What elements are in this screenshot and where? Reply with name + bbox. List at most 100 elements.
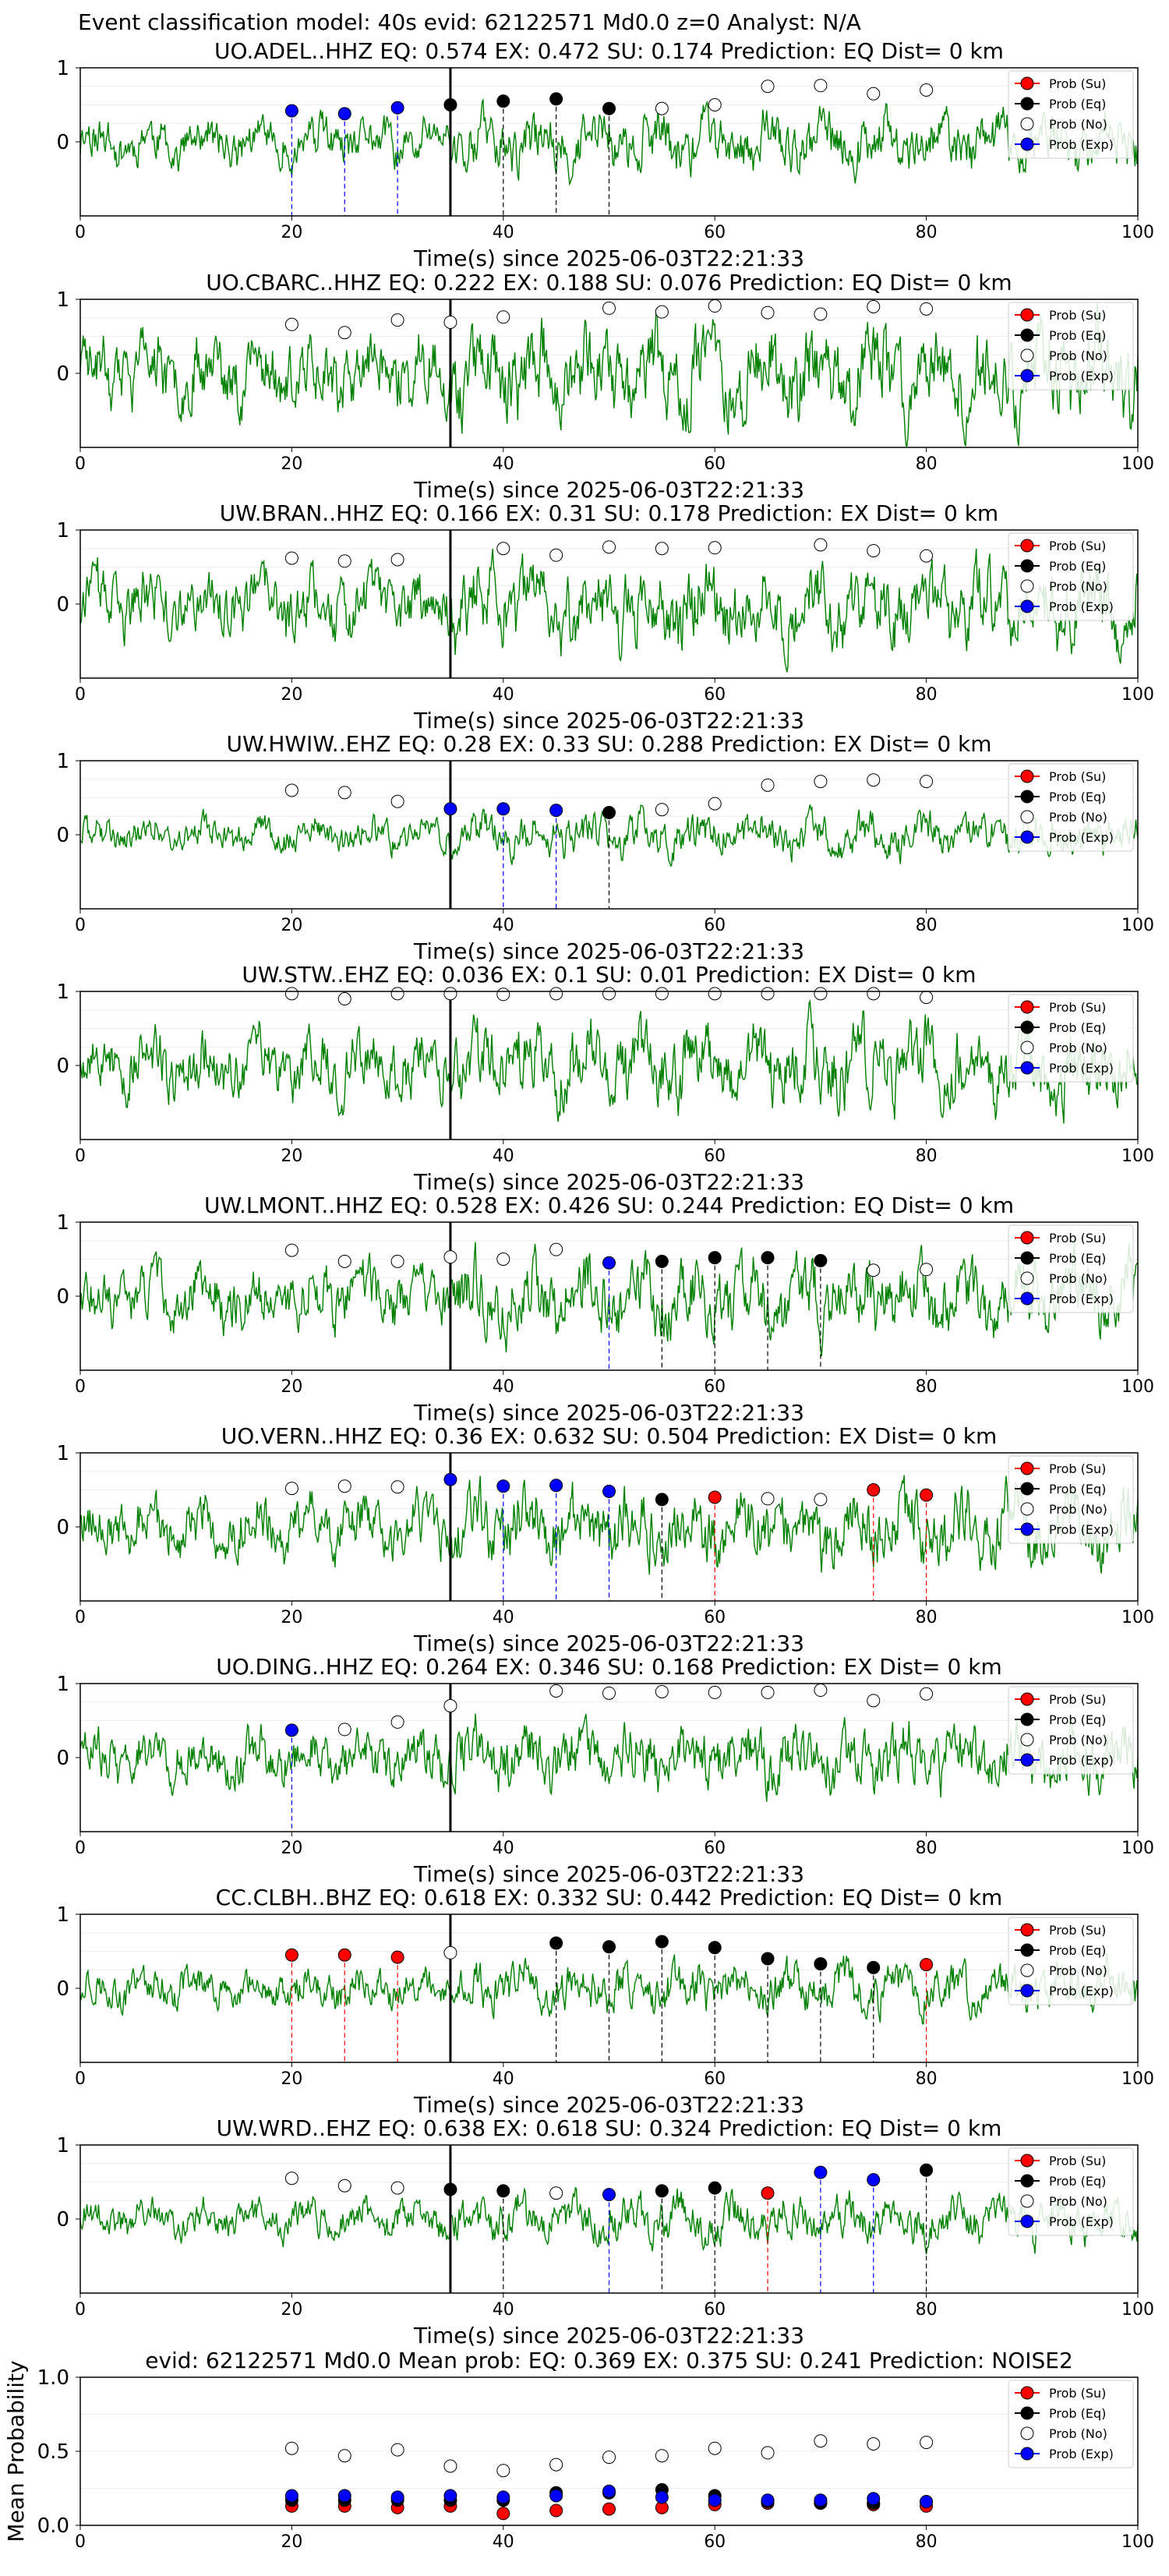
prob-point-no xyxy=(284,987,298,1001)
x-tick-label: 20 xyxy=(281,2300,302,2320)
y-tick-label: 1 xyxy=(56,288,69,312)
y-tick-label: 0.5 xyxy=(37,2440,69,2464)
legend-box xyxy=(1008,302,1134,390)
legend-marker-no xyxy=(1020,2194,1034,2208)
figure-title: Event classification model: 40s evid: 62… xyxy=(78,9,861,35)
prob-point-exp xyxy=(549,1479,563,1493)
prob-point-no xyxy=(867,544,881,558)
legend-label: Prob (No) xyxy=(1049,1041,1107,1055)
mean-point-no xyxy=(761,2446,775,2460)
prob-point-no xyxy=(390,1715,404,1729)
mean-point-exp xyxy=(284,2489,298,2503)
legend-label: Prob (No) xyxy=(1049,2426,1107,2441)
panel-title: evid: 62122571 Md0.0 Mean prob: EQ: 0.36… xyxy=(145,2348,1073,2373)
x-tick-label: 60 xyxy=(704,2532,726,2552)
prob-point-no xyxy=(655,542,669,556)
prob-point-no xyxy=(284,2171,298,2186)
legend-marker-eq xyxy=(1020,790,1034,804)
x-tick-label: 40 xyxy=(493,2300,514,2320)
prob-point-no xyxy=(602,1686,616,1700)
legend-marker-no xyxy=(1020,579,1034,593)
legend-marker-exp xyxy=(1020,137,1034,151)
mean-point-no xyxy=(390,2443,404,2457)
prob-point-su xyxy=(708,1490,722,1504)
legend-label: Prob (No) xyxy=(1049,117,1107,132)
prob-point-no xyxy=(708,98,722,111)
legend-marker-su xyxy=(1020,76,1034,90)
legend-label: Prob (No) xyxy=(1049,1271,1107,1286)
x-tick-label: 0 xyxy=(75,2300,86,2320)
legend-marker-su xyxy=(1020,1231,1034,1245)
panel-title: UW.BRAN..HHZ EQ: 0.166 EX: 0.31 SU: 0.17… xyxy=(220,500,998,526)
x-tick-label: 0 xyxy=(75,2069,86,2089)
prob-point-eq xyxy=(443,98,457,111)
prob-point-exp xyxy=(602,1484,616,1498)
x-tick-label: 40 xyxy=(493,223,514,242)
prob-point-no xyxy=(920,775,934,789)
y-tick-label: 0 xyxy=(56,593,69,617)
mean-point-exp xyxy=(390,2490,404,2504)
x-tick-label: 60 xyxy=(704,2300,726,2320)
prob-point-no xyxy=(284,551,298,565)
prob-point-exp xyxy=(814,2165,828,2179)
legend-marker-no xyxy=(1020,1963,1034,1977)
prob-point-eq xyxy=(496,94,510,108)
waveform-panel-1: UO.ADEL..HHZ EQ: 0.574 EX: 0.472 SU: 0.1… xyxy=(56,38,1154,271)
mean-point-exp xyxy=(549,2489,563,2503)
legend-label: Prob (Su) xyxy=(1049,1000,1106,1015)
legend-marker-no xyxy=(1020,348,1034,362)
legend-label: Prob (Exp) xyxy=(1049,1061,1114,1076)
prob-point-exp xyxy=(602,2188,616,2202)
prob-point-su xyxy=(761,2186,775,2200)
mean-point-no xyxy=(867,2437,881,2451)
prob-point-no xyxy=(496,542,510,556)
prob-point-no xyxy=(443,987,457,1001)
prob-point-exp xyxy=(549,804,563,818)
prob-point-exp xyxy=(284,104,298,118)
legend-marker-eq xyxy=(1020,328,1034,342)
prob-point-no xyxy=(284,783,298,797)
prob-point-no xyxy=(655,101,669,115)
x-tick-label: 100 xyxy=(1121,223,1154,242)
prob-point-no xyxy=(920,83,934,97)
prob-point-no xyxy=(867,1263,881,1277)
x-tick-label: 80 xyxy=(916,1608,938,1627)
y-tick-label: 0 xyxy=(56,1977,69,2001)
legend-label: Prob (Exp) xyxy=(1049,369,1114,383)
y-tick-label: 0 xyxy=(56,362,69,386)
x-tick-label: 60 xyxy=(704,1377,726,1397)
mean-point-su xyxy=(602,2502,616,2516)
y-tick-label: 1 xyxy=(56,981,69,1004)
x-tick-label: 40 xyxy=(493,2532,514,2552)
legend-label: Prob (Su) xyxy=(1049,1461,1106,1476)
x-tick-label: 60 xyxy=(704,223,726,242)
legend-marker-eq xyxy=(1020,1251,1034,1265)
legend-label: Prob (No) xyxy=(1049,579,1107,594)
prob-point-no xyxy=(708,797,722,811)
x-tick-label: 20 xyxy=(281,1377,302,1397)
prob-point-eq xyxy=(655,1493,669,1507)
prob-point-no xyxy=(655,1684,669,1698)
legend-label: Prob (Su) xyxy=(1049,2386,1106,2401)
legend-label: Prob (Eq) xyxy=(1049,559,1106,574)
prob-point-no xyxy=(390,313,404,327)
prob-point-no xyxy=(602,540,616,554)
prob-point-exp xyxy=(496,802,510,816)
x-tick-label: 40 xyxy=(493,685,514,705)
prob-point-no xyxy=(390,2181,404,2195)
x-tick-label: 0 xyxy=(75,2532,86,2552)
prob-point-no xyxy=(761,1492,775,1506)
legend-label: Prob (Eq) xyxy=(1049,1251,1106,1266)
waveform-panel-8: UO.DING..HHZ EQ: 0.264 EX: 0.346 SU: 0.1… xyxy=(56,1654,1154,1887)
legend-label: Prob (Exp) xyxy=(1049,2214,1114,2229)
x-tick-label: 20 xyxy=(281,685,302,705)
prob-point-no xyxy=(655,305,669,319)
x-tick-label: 40 xyxy=(493,454,514,474)
prob-point-no xyxy=(337,1254,351,1268)
legend-box xyxy=(1008,994,1134,1083)
x-tick-label: 80 xyxy=(916,1839,938,1858)
prob-point-no xyxy=(814,307,828,321)
x-tick-label: 0 xyxy=(75,1377,86,1397)
mean-point-no xyxy=(920,2436,934,2450)
